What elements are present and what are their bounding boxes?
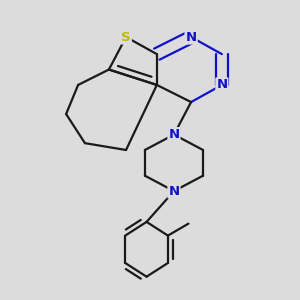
Text: N: N xyxy=(185,31,197,44)
Text: N: N xyxy=(216,78,227,92)
Text: S: S xyxy=(121,31,131,44)
Text: N: N xyxy=(168,128,179,141)
Text: N: N xyxy=(168,184,179,198)
